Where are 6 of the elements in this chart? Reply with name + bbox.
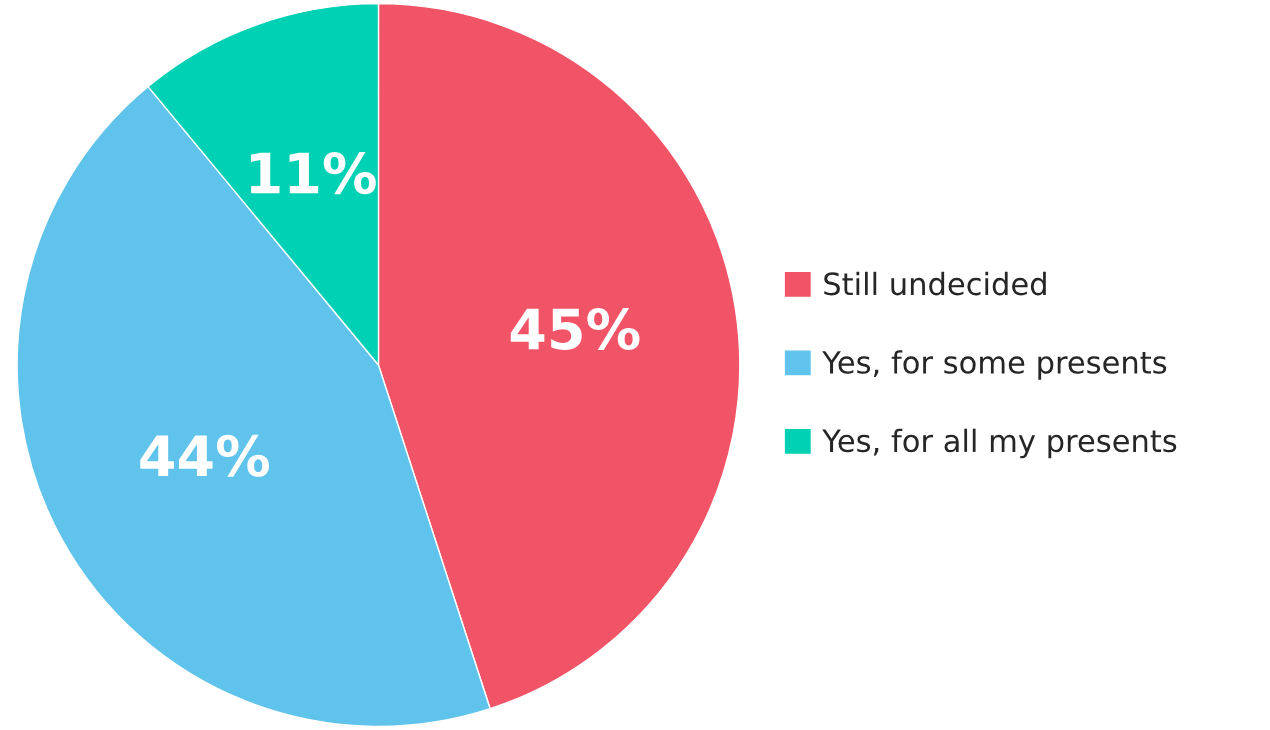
data-label: 44%: [140, 434, 270, 477]
legend-label: Still undecided: [824, 271, 1046, 296]
legend-label: Yes, for some presents: [822, 350, 1167, 380]
legend-label: Yes, for all my presents: [822, 428, 1177, 459]
data-label: 45%: [510, 308, 640, 351]
data-label: 11%: [250, 152, 376, 195]
